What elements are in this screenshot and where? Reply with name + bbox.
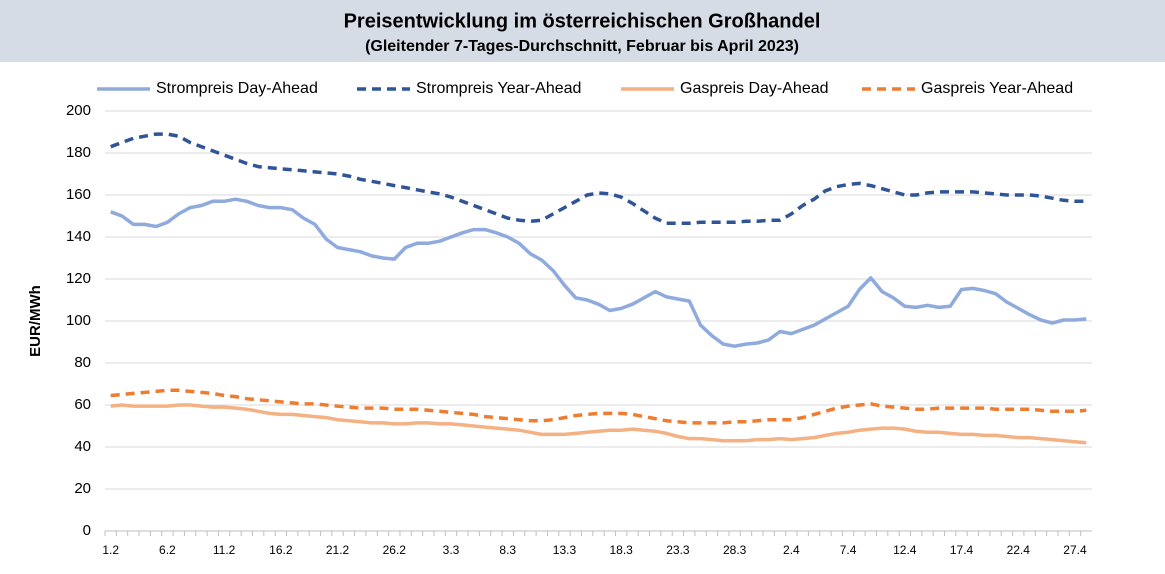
x-tick-label: 23.3 [666,543,690,557]
x-tick-label: 12.4 [893,543,917,557]
x-tick-label: 22.4 [1007,543,1031,557]
x-tick-label: 3.3 [443,543,460,557]
y-tick-label: 140 [66,228,91,245]
x-tick-label: 13.3 [553,543,577,557]
title-box [0,0,1165,62]
x-tick-label: 28.3 [723,543,747,557]
x-tick-label: 18.3 [610,543,634,557]
x-tick-label: 2.4 [783,543,800,557]
x-tick-label: 17.4 [950,543,974,557]
y-tick-label: 40 [74,438,91,455]
y-tick-label: 60 [74,396,91,413]
x-tick-label: 21.2 [326,543,350,557]
y-tick-label: 200 [66,102,91,119]
x-tick-label: 26.2 [383,543,407,557]
chart-subtitle: (Gleitender 7-Tages-Durchschnitt, Februa… [365,38,799,55]
x-tick-label: 27.4 [1063,543,1087,557]
legend-label: Gaspreis Year-Ahead [921,80,1073,97]
series-line [110,403,1087,445]
y-tick-label: 160 [66,186,91,203]
x-tick-label: 6.2 [159,543,176,557]
y-axis-label: EUR/MWh [27,285,44,357]
x-tick-label: 16.2 [269,543,293,557]
x-tick-label: 8.3 [499,543,516,557]
chart-title: Preisentwicklung im österreichischen Gro… [344,10,821,32]
series-line [110,197,1087,348]
y-tick-label: 80 [74,354,91,371]
legend-label: Strompreis Year-Ahead [416,80,581,97]
y-tick-label: 0 [83,522,91,539]
series-line [110,388,1087,425]
x-tick-label: 7.4 [840,543,857,557]
y-tick-label: 100 [66,312,91,329]
y-tick-label: 120 [66,270,91,287]
legend-label: Strompreis Day-Ahead [156,80,318,97]
x-tick-label: 1.2 [102,543,119,557]
y-tick-label: 180 [66,144,91,161]
series-line [110,132,1087,226]
y-tick-label: 20 [74,480,91,497]
legend-label: Gaspreis Day-Ahead [680,80,829,97]
x-tick-label: 11.2 [213,543,236,557]
